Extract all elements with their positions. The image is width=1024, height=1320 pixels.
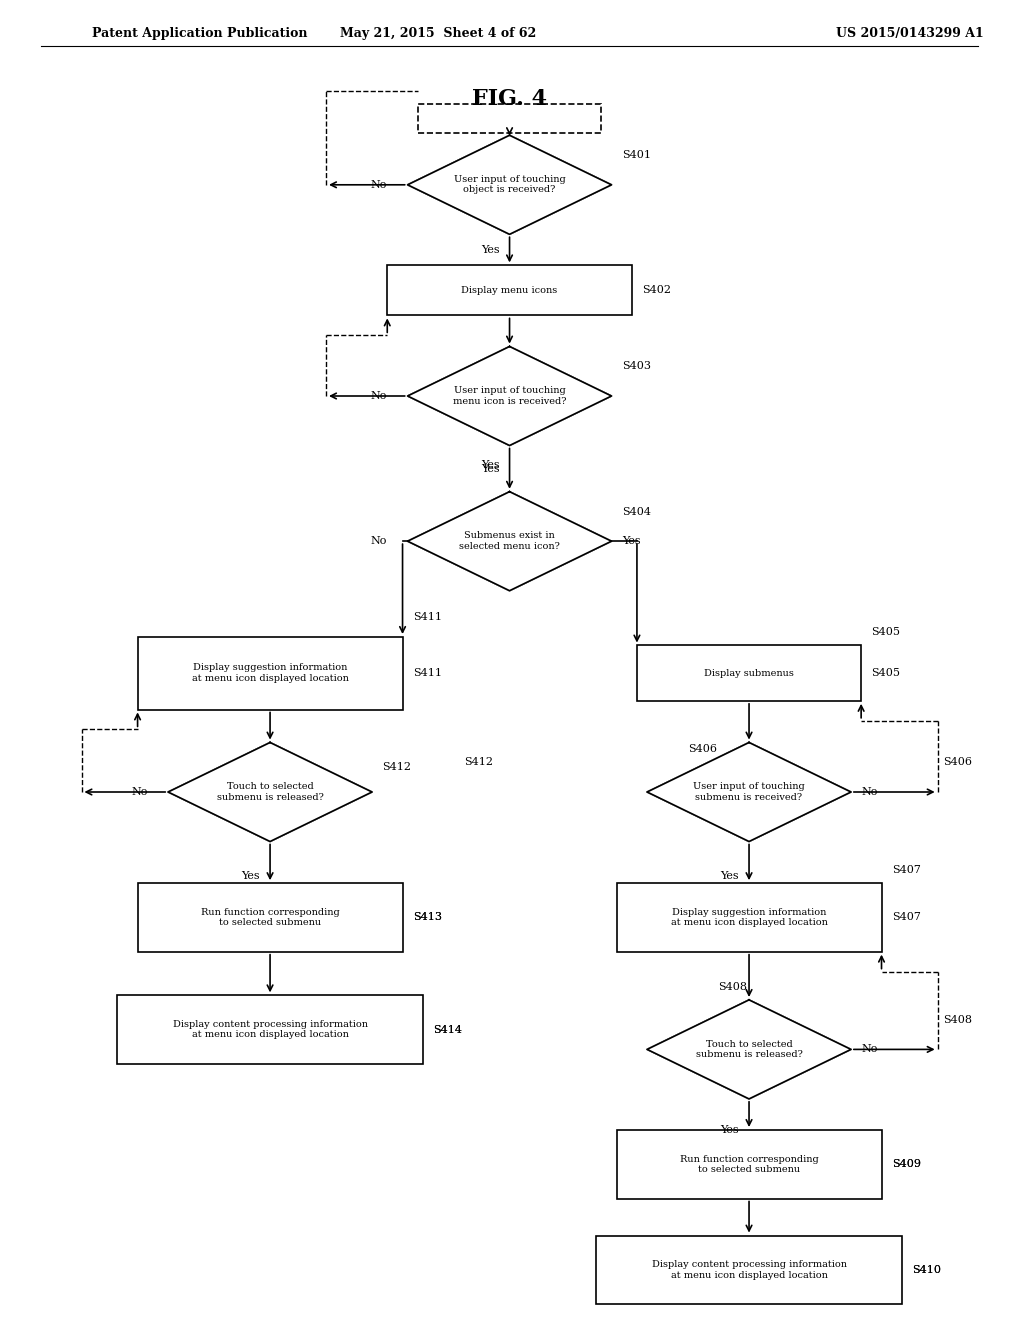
FancyBboxPatch shape	[596, 1236, 902, 1304]
Text: S408: S408	[943, 1015, 972, 1024]
Text: Patent Application Publication: Patent Application Publication	[92, 26, 307, 40]
Text: No: No	[131, 787, 147, 797]
Text: May 21, 2015  Sheet 4 of 62: May 21, 2015 Sheet 4 of 62	[340, 26, 537, 40]
Text: S409: S409	[892, 1159, 921, 1170]
Text: S401: S401	[622, 150, 650, 160]
Text: S404: S404	[622, 507, 650, 516]
Text: Display suggestion information
at menu icon displayed location: Display suggestion information at menu i…	[671, 908, 827, 927]
Text: S411: S411	[413, 612, 441, 622]
Text: S410: S410	[912, 1265, 941, 1275]
Text: Display submenus: Display submenus	[705, 669, 794, 677]
Text: Display content processing information
at menu icon displayed location: Display content processing information a…	[651, 1261, 847, 1279]
Text: S406: S406	[688, 744, 717, 754]
Text: S405: S405	[871, 668, 900, 678]
Text: S410: S410	[912, 1265, 941, 1275]
Polygon shape	[647, 742, 851, 842]
FancyBboxPatch shape	[137, 883, 402, 952]
Text: User input of touching
menu icon is received?: User input of touching menu icon is rece…	[453, 387, 566, 405]
Text: Display content processing information
at menu icon displayed location: Display content processing information a…	[173, 1020, 368, 1039]
Text: Yes: Yes	[242, 871, 260, 882]
Text: Yes: Yes	[720, 871, 739, 882]
Text: S414: S414	[433, 1024, 462, 1035]
FancyBboxPatch shape	[117, 995, 423, 1064]
Text: FIG. 4: FIG. 4	[472, 88, 547, 110]
Text: S406: S406	[943, 758, 972, 767]
Text: Display suggestion information
at menu icon displayed location: Display suggestion information at menu i…	[191, 664, 348, 682]
Text: S409: S409	[892, 1159, 921, 1170]
Text: US 2015/0143299 A1: US 2015/0143299 A1	[836, 26, 983, 40]
Text: S408: S408	[719, 982, 748, 991]
Text: Touch to selected
submenu is released?: Touch to selected submenu is released?	[217, 783, 324, 801]
Polygon shape	[647, 1001, 851, 1098]
Polygon shape	[168, 742, 372, 842]
FancyBboxPatch shape	[616, 1130, 882, 1199]
FancyBboxPatch shape	[387, 265, 632, 315]
Text: S407: S407	[892, 865, 921, 875]
Text: S411: S411	[413, 668, 441, 678]
Text: No: No	[861, 787, 878, 797]
Polygon shape	[408, 135, 611, 235]
Text: No: No	[861, 1044, 878, 1055]
Text: S414: S414	[433, 1024, 462, 1035]
Text: No: No	[371, 180, 387, 190]
Text: S413: S413	[413, 912, 441, 923]
Polygon shape	[408, 347, 611, 446]
Text: S413: S413	[413, 912, 441, 923]
Text: S412: S412	[464, 758, 493, 767]
Text: Display menu icons: Display menu icons	[462, 286, 558, 294]
Text: Run function corresponding
to selected submenu: Run function corresponding to selected s…	[680, 1155, 818, 1173]
Polygon shape	[408, 492, 611, 591]
Text: Yes: Yes	[480, 244, 500, 255]
Text: No: No	[371, 536, 387, 546]
Text: S407: S407	[892, 912, 921, 923]
FancyBboxPatch shape	[616, 883, 882, 952]
FancyBboxPatch shape	[418, 104, 601, 133]
Text: Yes: Yes	[622, 536, 640, 546]
Text: Yes: Yes	[480, 461, 500, 470]
Text: Yes: Yes	[720, 1125, 739, 1135]
FancyBboxPatch shape	[637, 645, 861, 701]
Text: Submenus exist in
selected menu icon?: Submenus exist in selected menu icon?	[459, 532, 560, 550]
Text: Touch to selected
submenu is released?: Touch to selected submenu is released?	[695, 1040, 803, 1059]
FancyBboxPatch shape	[137, 638, 402, 710]
Text: Yes: Yes	[480, 463, 500, 474]
Text: No: No	[371, 391, 387, 401]
Text: S405: S405	[871, 627, 900, 638]
Text: Run function corresponding
to selected submenu: Run function corresponding to selected s…	[201, 908, 339, 927]
Text: S403: S403	[622, 362, 650, 371]
Text: User input of touching
object is received?: User input of touching object is receive…	[454, 176, 565, 194]
Text: S402: S402	[642, 285, 671, 296]
Text: User input of touching
submenu is received?: User input of touching submenu is receiv…	[693, 783, 805, 801]
Text: S412: S412	[382, 762, 412, 772]
